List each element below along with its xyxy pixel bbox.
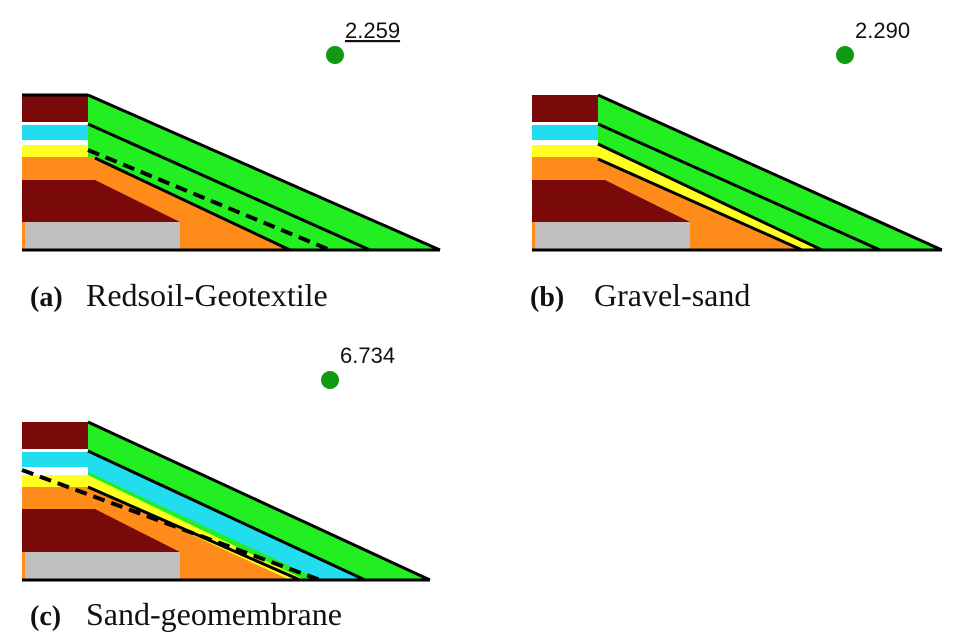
cyan-layer (22, 125, 88, 140)
panel-name: Redsoil-Geotextile (86, 277, 328, 313)
cyan-layer (22, 452, 88, 467)
safety-factor: 2.259 (345, 18, 400, 43)
panel-label: (b) (530, 282, 564, 313)
safety-factor: 2.290 (855, 18, 910, 43)
panel-c: 6.734 (c) Sand-geomembrane (22, 343, 430, 632)
center-marker (836, 46, 854, 64)
foundation (25, 222, 180, 250)
foundation (25, 552, 180, 580)
panel-label: (a) (30, 282, 63, 313)
panel-b: 2.290 (b) Gravel-sand (530, 18, 942, 313)
panel-name: Gravel-sand (594, 277, 750, 313)
yellow-layer (22, 145, 88, 157)
panel-label: (c) (30, 601, 61, 632)
center-marker (326, 46, 344, 64)
panel-name: Sand-geomembrane (86, 596, 342, 632)
safety-factor: 6.734 (340, 343, 395, 368)
top-layer (22, 422, 88, 449)
panel-a: 2.259 (a) Redsoil-Geotextile (22, 18, 440, 313)
yellow-layer (532, 145, 598, 157)
yellow-layer (22, 475, 88, 487)
foundation (535, 222, 690, 250)
top-layer (532, 95, 598, 122)
center-marker (321, 371, 339, 389)
top-layer (22, 95, 88, 122)
figure: 2.259 (a) Redsoil-Geotextile 2.290 (b) G… (0, 0, 956, 634)
cyan-layer (532, 125, 598, 140)
